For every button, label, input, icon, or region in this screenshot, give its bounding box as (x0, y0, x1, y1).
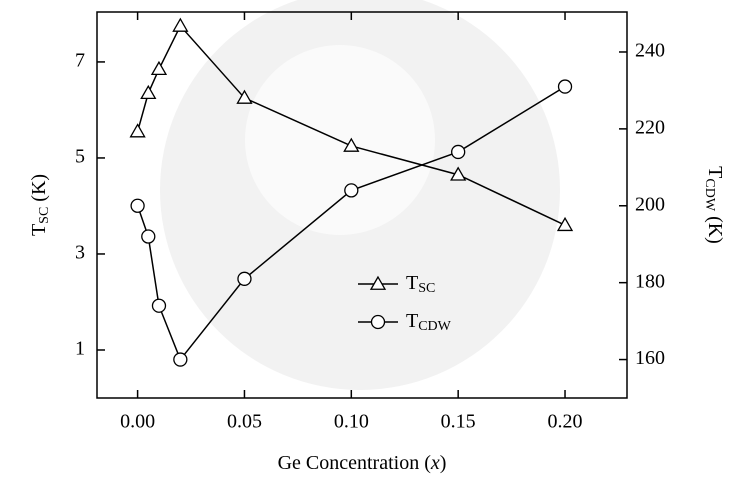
y2-tick-label: 180 (635, 270, 665, 292)
y-tick-label: 3 (75, 242, 85, 264)
y2-axis-label: TCDW (K) (702, 166, 727, 244)
legend-marker (369, 275, 387, 290)
data-point (130, 198, 145, 213)
legend-label-sub: SC (418, 281, 435, 296)
data-point (236, 89, 253, 104)
y2-axis-label-rest: (K) (704, 211, 726, 244)
y-axis-label-rest: (K) (28, 174, 50, 207)
x-axis-label: Ge Concentration (x) (278, 452, 447, 474)
legend-label-sub: CDW (418, 319, 451, 334)
data-point (556, 216, 574, 232)
data-point (343, 137, 360, 152)
data-point (557, 79, 573, 94)
data-point (172, 17, 189, 32)
y2-tick-label: 220 (635, 116, 665, 138)
data-point (451, 144, 466, 160)
y2-axis-label-sub: CDW (702, 178, 717, 211)
watermark (245, 45, 435, 235)
x-axis-label-part: x (430, 452, 440, 474)
y2-tick-label: 240 (635, 40, 665, 62)
y-tick-label: 1 (75, 338, 85, 360)
data-point (450, 166, 467, 181)
legend-label-main: T (406, 310, 418, 332)
series-line (136, 85, 566, 362)
x-tick-label: 0.15 (441, 411, 476, 433)
y-axis-label-main: T (28, 224, 50, 236)
y2-axis-label-main: T (704, 166, 726, 178)
legend-label-main: T (406, 272, 418, 294)
data-point (129, 123, 146, 138)
x-tick-label: 0.20 (548, 411, 583, 433)
y2-tick-label: 160 (635, 347, 665, 369)
y-tick-label: 5 (75, 146, 85, 168)
y2-tick-label: 200 (635, 193, 665, 215)
data-point (237, 271, 252, 286)
y-tick-label: 7 (75, 50, 85, 72)
y-axis-label-sub: SC (37, 207, 52, 224)
x-tick-label: 0.10 (334, 411, 369, 433)
legend-label: TCDW (406, 310, 452, 335)
data-point (141, 229, 156, 244)
x-axis-label-part: ) (440, 452, 447, 474)
legend-label: TSC (406, 272, 435, 297)
x-axis-label-part: Ge Concentration ( (278, 452, 432, 474)
y-axis-label: TSC (K) (28, 174, 53, 236)
data-point (150, 60, 168, 76)
data-point (140, 84, 157, 100)
data-point (173, 352, 188, 367)
data-point (151, 298, 167, 313)
legend-marker (370, 314, 386, 330)
plot-frame (96, 11, 628, 399)
x-tick-label: 0.00 (120, 411, 155, 433)
data-point (344, 183, 359, 198)
x-tick-label: 0.05 (227, 411, 262, 433)
